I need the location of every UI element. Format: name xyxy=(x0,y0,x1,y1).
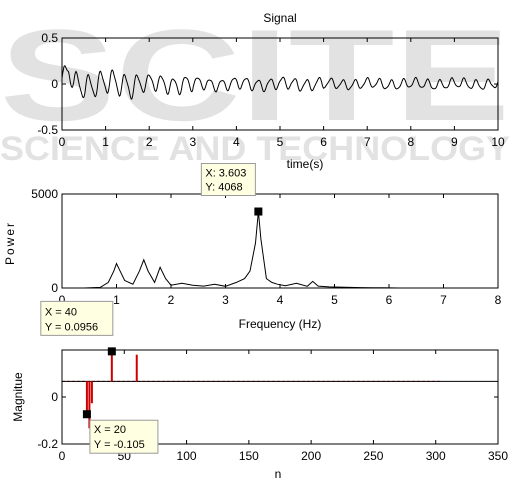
y-axis-label: Power xyxy=(3,221,17,265)
x-axis-label: Frequency (Hz) xyxy=(239,317,322,331)
x-tick-label: 8 xyxy=(495,293,502,307)
y-tick-label: 5000 xyxy=(31,187,58,201)
x-tick-label: 350 xyxy=(488,449,508,463)
x-tick-label: 0 xyxy=(59,293,66,307)
x-tick-label: 8 xyxy=(407,135,414,149)
x-tick-label: 4 xyxy=(233,135,240,149)
datatip-marker xyxy=(107,347,116,356)
y-axis-label: Magnitue xyxy=(11,372,25,422)
watermark-small: SCIENCE AND TECHNOLOGY xyxy=(0,130,510,168)
datatip-x-label: X: 3.603 xyxy=(205,168,246,180)
x-tick-label: 1 xyxy=(113,293,120,307)
x-tick-label: 5 xyxy=(331,293,338,307)
x-tick-label: 150 xyxy=(239,449,259,463)
signal-line xyxy=(61,65,499,100)
x-tick-label: 0 xyxy=(59,135,66,149)
x-tick-label: 3 xyxy=(189,135,196,149)
x-axis-label: time(s) xyxy=(287,157,324,171)
y-tick-label: 0.5 xyxy=(41,31,58,45)
x-tick-label: 1 xyxy=(102,135,109,149)
x-tick-label: 9 xyxy=(451,135,458,149)
x-tick-label: 7 xyxy=(440,293,447,307)
y-tick-label: 0 xyxy=(51,281,58,295)
x-tick-label: 200 xyxy=(301,449,321,463)
x-tick-label: 250 xyxy=(363,449,383,463)
datatip-marker xyxy=(82,410,91,419)
y-tick-label: 0 xyxy=(51,390,58,404)
x-tick-label: 2 xyxy=(168,293,175,307)
datatip-y-label: Y: 4068 xyxy=(205,182,242,194)
power-line xyxy=(62,211,498,289)
datatip-x-label: X = 40 xyxy=(45,306,77,318)
x-tick-label: 7 xyxy=(364,135,371,149)
x-tick-label: 10 xyxy=(491,135,505,149)
x-tick-label: 6 xyxy=(386,293,393,307)
datatip-box xyxy=(89,419,159,454)
x-tick-label: 2 xyxy=(146,135,153,149)
x-tick-label: 4 xyxy=(277,293,284,307)
x-tick-label: 6 xyxy=(320,135,327,149)
x-axis-label: n xyxy=(275,467,282,481)
y-tick-label: 0 xyxy=(51,77,58,91)
x-tick-label: 0 xyxy=(59,449,66,463)
y-tick-label: -0.5 xyxy=(37,123,58,137)
datatip-x-label: X = 20 xyxy=(94,424,126,436)
watermark-big: SCITE xyxy=(0,2,510,148)
x-tick-label: 5 xyxy=(277,135,284,149)
signal-chart: Signal time(s) 0 1 2 3 4 5 6 7 8 9 100.50-0.5 xyxy=(37,11,505,171)
y-tick-label: -0.2 xyxy=(37,437,58,451)
datatip-box xyxy=(40,300,114,336)
power-spectrum-chart: Frequency (Hz) Power 0 1 2 3 4 5 6 7 8 5000 0 X: 3.… xyxy=(3,163,502,331)
x-tick-label: 3 xyxy=(222,293,229,307)
datatip-y-label: Y = 0.0956 xyxy=(45,321,98,333)
datatip-y-label: Y = -0.105 xyxy=(94,439,145,451)
datatip-marker xyxy=(254,207,263,216)
plot-frame xyxy=(61,193,499,289)
x-tick-label: 300 xyxy=(426,449,446,463)
chart-title: Signal xyxy=(263,11,296,25)
x-tick-label: 100 xyxy=(177,449,197,463)
datatip-box xyxy=(200,163,256,197)
